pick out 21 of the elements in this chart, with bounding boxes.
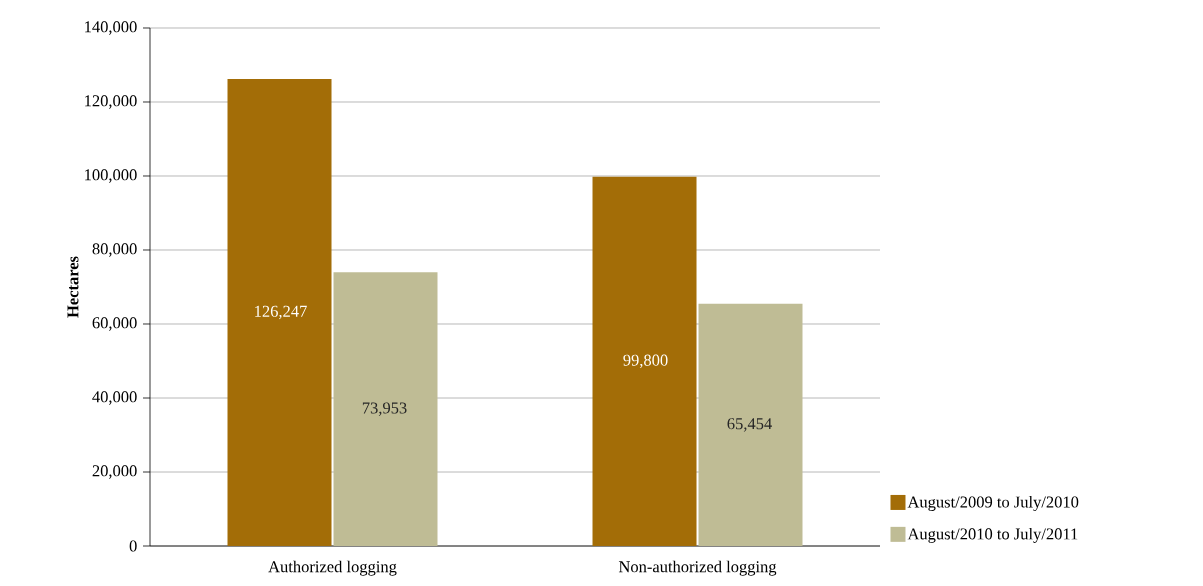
legend-label: August/2009 to July/2010 (907, 495, 1079, 511)
y-tick-label: 140,000 (85, 21, 137, 35)
y-tick-label: 20,000 (92, 465, 137, 479)
x-tick-label: Non-authorized logging (618, 560, 777, 576)
y-tick-label: 120,000 (85, 95, 137, 109)
y-tick-label: 0 (129, 540, 137, 552)
data-label: 126,247 (255, 305, 307, 320)
data-label: 73,953 (362, 402, 407, 416)
y-tick-label: 80,000 (92, 243, 137, 257)
data-label: 99,800 (623, 354, 668, 369)
y-tick-label: 60,000 (92, 317, 137, 331)
bar (592, 176, 697, 546)
bar (227, 78, 332, 546)
bar (333, 272, 438, 546)
bar (698, 303, 803, 546)
data-label: 65,454 (727, 418, 772, 432)
y-tick-label: 100,000 (85, 169, 137, 183)
x-tick-label: Authorized logging (268, 560, 397, 576)
y-tick-label: 40,000 (92, 391, 137, 405)
y-axis-title: Hectares (67, 256, 79, 318)
legend-label: August/2010 to July/2011 (907, 527, 1078, 543)
